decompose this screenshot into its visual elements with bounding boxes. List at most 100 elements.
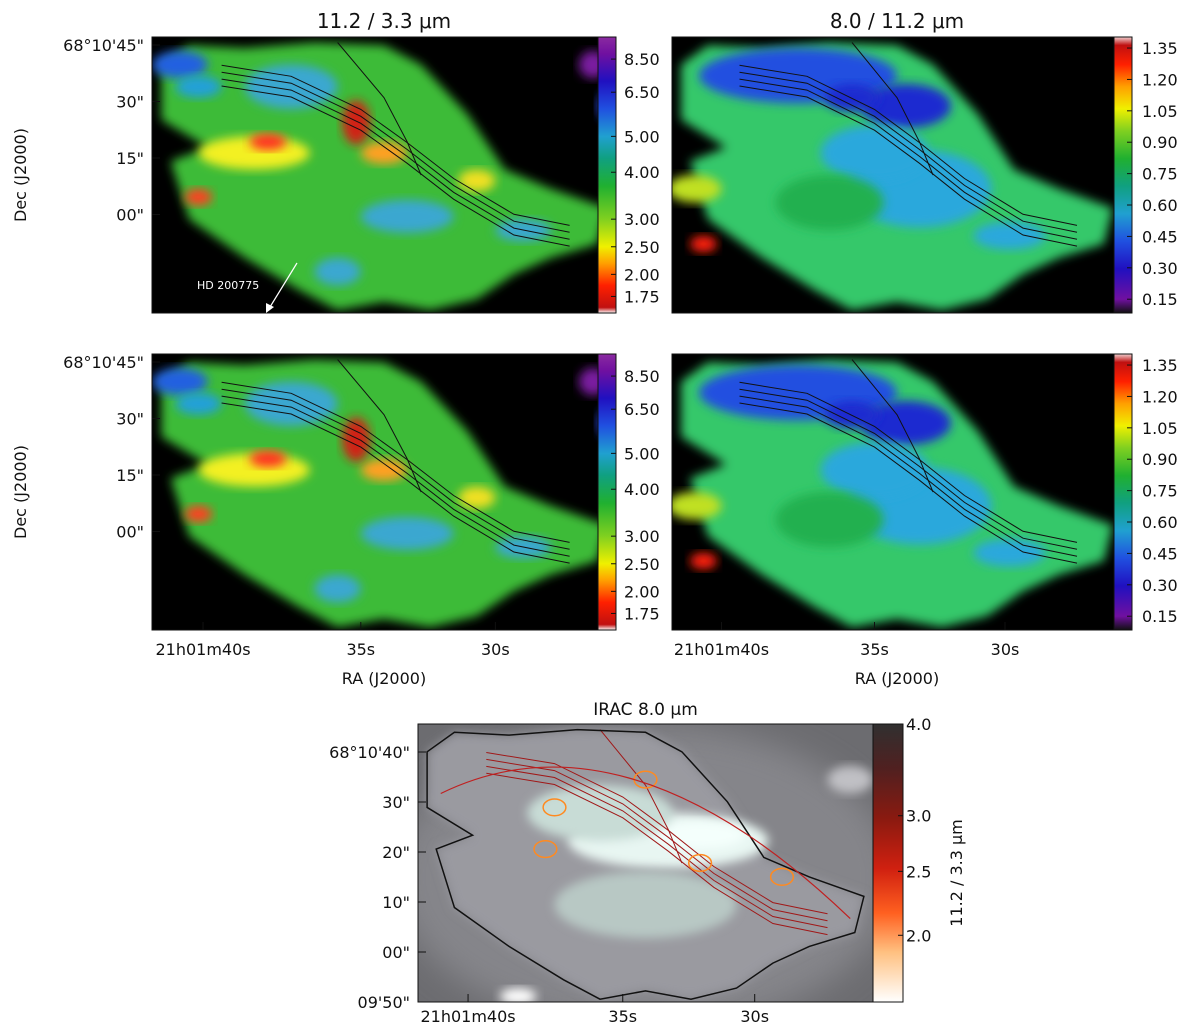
contour-line [426,728,865,1000]
colorbar-tick-label: 2.50 [624,555,660,574]
intensity-blob [672,175,722,203]
colorbar-tick-label: 6.50 [624,400,660,419]
colorbar-tick-label: 8.50 [624,50,660,69]
x-tick-label: 21h01m40s [155,640,250,659]
intensity-blob [554,871,737,939]
contour-line [851,42,934,176]
contour-line [486,758,828,922]
intensity-blob [861,83,951,129]
colorbar-tick-label: 4.00 [624,480,660,499]
colorbar-tick-label: 1.75 [624,604,660,623]
intensity-blob [249,450,287,468]
nebula-region [161,359,607,628]
y-tick-label: 30" [116,410,144,429]
contour-line [221,71,570,233]
x-axis-label: RA (J2000) [855,669,939,688]
nebula-region [161,42,607,311]
intensity-blob [527,785,673,841]
x-tick-label: 30s [481,640,510,659]
y-axis-label: Dec (J2000) [11,128,30,222]
y-tick-label: 30" [116,93,144,112]
y-tick-label: 15" [116,149,144,168]
colorbar-tick-label: 2.50 [624,238,660,257]
y-tick-label: 68°10'45" [63,353,144,372]
intensity-blob [244,64,338,109]
colorbar [1113,353,1133,631]
panel-title: 11.2 / 3.3 μm [317,9,451,33]
intensity-blob [184,505,213,523]
contour-line [739,85,1078,247]
colorbar-tick-label: 0.30 [1142,576,1178,595]
colorbar-tick-label: 0.60 [1142,196,1178,215]
colorbar-tick-label: 1.35 [1142,39,1178,58]
colorbar-tick-label: 6.50 [624,83,660,102]
panel-title: IRAC 8.0 μm [593,700,698,720]
colorbar-tick-label: 2.0 [906,926,931,945]
arrow-head-icon [266,303,274,313]
y-tick-label: 15" [116,466,144,485]
panel-5 [417,723,874,1003]
contour-line [739,388,1078,550]
intensity-blob [360,199,454,233]
x-tick-label: 35s [346,640,375,659]
intensity-blob [672,492,722,520]
contour-line [739,402,1078,564]
panel-3 [151,353,617,631]
colorbar-tick-label: 0.60 [1142,513,1178,532]
contour-line [542,798,567,817]
contour-line [486,772,828,936]
contour-line [533,840,558,859]
panel-title: 8.0 / 11.2 μm [830,9,964,33]
colorbar [1113,36,1133,314]
intensity-blob [458,486,496,509]
intensity-blob [314,574,361,603]
contour-line [739,71,1078,233]
contour-line [337,42,422,176]
x-tick-label: 35s [608,1007,637,1026]
contour-line [221,78,570,240]
colorbar-tick-label: 0.75 [1142,482,1178,501]
arrow-icon [269,262,298,308]
panel-4 [671,353,1123,631]
colorbar-tick-label: 5.00 [624,127,660,146]
intensity-blob [775,175,884,231]
colorbar-tick-label: 3.0 [906,807,931,826]
x-tick-label: 30s [991,640,1020,659]
contour-line [221,85,570,247]
y-axis-label: Dec (J2000) [11,445,30,539]
contour-line [769,867,795,886]
y-tick-label: 68°10'40" [329,743,410,762]
intensity-blob [654,821,746,850]
intensity-blob [690,552,717,570]
colorbar-tick-label: 1.05 [1142,419,1178,438]
contour-line [739,395,1078,557]
colorbar-label: 11.2 / 3.3 μm [947,819,966,926]
x-axis-label: RA (J2000) [342,669,426,688]
contour-line [221,402,570,564]
colorbar-tick-label: 1.05 [1142,102,1178,121]
intensity-blob [499,988,537,1002]
y-tick-label: 00" [382,943,410,962]
intensity-blob [827,765,873,794]
intensity-blob [314,257,361,286]
colorbar [872,723,904,1003]
y-tick-label: 10" [382,893,410,912]
colorbar-tick-label: 0.30 [1142,259,1178,278]
contour-line [440,766,851,920]
intensity-blob [152,367,208,396]
colorbar-tick-label: 3.00 [624,527,660,546]
colorbar-tick-label: 3.00 [624,210,660,229]
contour-line [851,359,934,493]
contour-line [221,388,570,550]
colorbar [597,353,617,631]
intensity-blob [184,188,213,206]
colorbar-tick-label: 1.20 [1142,70,1178,89]
colorbar-tick-label: 2.00 [624,582,660,601]
colorbar-tick-label: 0.90 [1142,450,1178,469]
colorbar-tick-label: 0.90 [1142,133,1178,152]
contour-line [221,395,570,557]
colorbar-tick-label: 1.20 [1142,387,1178,406]
colorbar-tick-label: 4.00 [624,163,660,182]
contour-line [687,853,713,873]
intensity-blob [820,442,929,498]
